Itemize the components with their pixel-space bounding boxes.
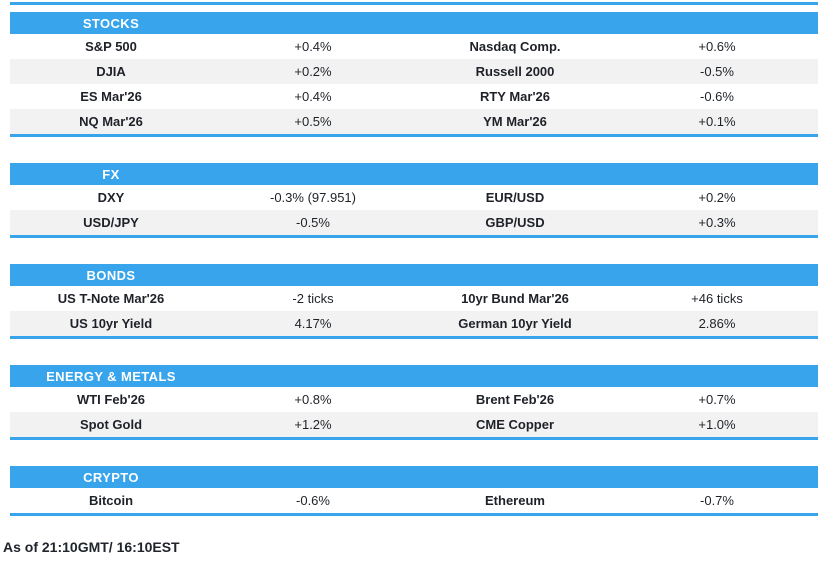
instrument-change: +0.5%	[294, 114, 332, 129]
instrument-name: US 10yr Yield	[69, 316, 153, 331]
table-row: Bitcoin -0.6% Ethereum -0.7%	[10, 488, 818, 513]
table-row: DXY -0.3% (97.951) EUR/USD +0.2%	[10, 185, 818, 210]
section-divider	[10, 2, 818, 5]
instrument-name: Ethereum	[485, 493, 545, 508]
instrument-name: CME Copper	[476, 417, 554, 432]
section-title: FX	[102, 166, 120, 182]
section-title: ENERGY & METALS	[46, 368, 176, 384]
instrument-name: Brent Feb'26	[475, 392, 555, 407]
instrument-change: +0.2%	[698, 190, 736, 205]
instrument-name: DXY	[97, 190, 125, 205]
section-energy-metals: ENERGY & METALS WTI Feb'26 +0.8% Brent F…	[10, 365, 818, 440]
instrument-change: +0.1%	[698, 114, 736, 129]
instrument-change: +0.7%	[698, 392, 736, 407]
instrument-change: +0.4%	[294, 89, 332, 104]
section-header: ENERGY & METALS	[10, 365, 818, 387]
instrument-name: S&P 500	[85, 39, 137, 54]
section-rows: Bitcoin -0.6% Ethereum -0.7%	[10, 488, 818, 513]
instrument-name: DJIA	[96, 64, 126, 79]
instrument-change: +46 ticks	[691, 291, 743, 306]
instrument-name: Spot Gold	[79, 417, 143, 432]
section-header: CRYPTO	[10, 466, 818, 488]
instrument-change: -0.5%	[700, 64, 734, 79]
instrument-name: USD/JPY	[83, 215, 139, 230]
market-wrap-table: STOCKS S&P 500 +0.4% Nasdaq Comp. +0.6% …	[10, 12, 818, 516]
instrument-name: YM Mar'26	[483, 114, 547, 129]
instrument-change: +0.6%	[698, 39, 736, 54]
instrument-name: WTI Feb'26	[76, 392, 146, 407]
section-fx: FX DXY -0.3% (97.951) EUR/USD +0.2% USD/…	[10, 163, 818, 238]
table-row: WTI Feb'26 +0.8% Brent Feb'26 +0.7%	[10, 387, 818, 412]
instrument-name: ES Mar'26	[80, 89, 142, 104]
instrument-name: Russell 2000	[475, 64, 555, 79]
section-title: CRYPTO	[83, 469, 139, 485]
table-row: NQ Mar'26 +0.5% YM Mar'26 +0.1%	[10, 109, 818, 134]
section-header: FX	[10, 163, 818, 185]
instrument-change: 2.86%	[698, 316, 736, 331]
instrument-change: 4.17%	[294, 316, 332, 331]
instrument-change: +0.2%	[294, 64, 332, 79]
table-row: US T-Note Mar'26 -2 ticks 10yr Bund Mar'…	[10, 286, 818, 311]
table-row: Spot Gold +1.2% CME Copper +1.0%	[10, 412, 818, 437]
instrument-name: US T-Note Mar'26	[57, 291, 165, 306]
instrument-change: +0.4%	[294, 39, 332, 54]
instrument-change: -0.6%	[700, 89, 734, 104]
table-row: US 10yr Yield 4.17% German 10yr Yield 2.…	[10, 311, 818, 336]
instrument-name: 10yr Bund Mar'26	[461, 291, 569, 306]
section-bonds: BONDS US T-Note Mar'26 -2 ticks 10yr Bun…	[10, 264, 818, 339]
as-of-timestamp: As of 21:10GMT/ 16:10EST	[3, 539, 180, 555]
instrument-name: Nasdaq Comp.	[469, 39, 561, 54]
section-rows: WTI Feb'26 +0.8% Brent Feb'26 +0.7% Spot…	[10, 387, 818, 437]
instrument-change: -0.7%	[700, 493, 734, 508]
instrument-change: +1.0%	[698, 417, 736, 432]
instrument-change: +0.3%	[698, 215, 736, 230]
section-rows: DXY -0.3% (97.951) EUR/USD +0.2% USD/JPY…	[10, 185, 818, 235]
section-title: BONDS	[86, 267, 136, 283]
section-rows: US T-Note Mar'26 -2 ticks 10yr Bund Mar'…	[10, 286, 818, 336]
table-row: S&P 500 +0.4% Nasdaq Comp. +0.6%	[10, 34, 818, 59]
instrument-change: -0.3% (97.951)	[270, 190, 356, 205]
instrument-change: -0.6%	[296, 493, 330, 508]
section-rows: S&P 500 +0.4% Nasdaq Comp. +0.6% DJIA +0…	[10, 34, 818, 134]
instrument-name: German 10yr Yield	[458, 316, 572, 331]
instrument-change: -0.5%	[296, 215, 330, 230]
instrument-name: NQ Mar'26	[79, 114, 143, 129]
instrument-change: -2 ticks	[292, 291, 334, 306]
section-title: STOCKS	[82, 15, 140, 31]
instrument-change: +1.2%	[294, 417, 332, 432]
instrument-name: GBP/USD	[485, 215, 545, 230]
section-header: BONDS	[10, 264, 818, 286]
instrument-name: Bitcoin	[88, 493, 134, 508]
section-stocks: STOCKS S&P 500 +0.4% Nasdaq Comp. +0.6% …	[10, 12, 818, 137]
instrument-change: +0.8%	[294, 392, 332, 407]
instrument-name: EUR/USD	[485, 190, 545, 205]
section-crypto: CRYPTO Bitcoin -0.6% Ethereum -0.7%	[10, 466, 818, 516]
table-row: DJIA +0.2% Russell 2000 -0.5%	[10, 59, 818, 84]
section-header: STOCKS	[10, 12, 818, 34]
table-row: USD/JPY -0.5% GBP/USD +0.3%	[10, 210, 818, 235]
instrument-name: RTY Mar'26	[479, 89, 551, 104]
table-row: ES Mar'26 +0.4% RTY Mar'26 -0.6%	[10, 84, 818, 109]
